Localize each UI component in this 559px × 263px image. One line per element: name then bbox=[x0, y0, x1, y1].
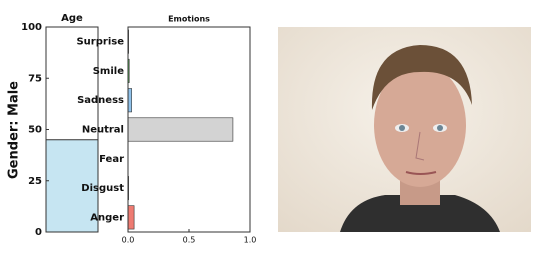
y-axis-label: Gender: Male bbox=[7, 81, 22, 179]
category-label: Smile bbox=[93, 66, 124, 77]
bar bbox=[128, 206, 134, 229]
category-label: Disgust bbox=[81, 183, 124, 194]
x-tick-label: 0.5 bbox=[183, 236, 196, 245]
x-tick-label: 0.0 bbox=[122, 236, 135, 245]
photo bbox=[278, 27, 531, 232]
category-label: Sadness bbox=[77, 95, 124, 106]
category-label: Surprise bbox=[76, 37, 124, 48]
chart-title: Age bbox=[61, 13, 83, 24]
y-tick-label: 100 bbox=[21, 22, 42, 33]
bar bbox=[128, 89, 132, 112]
chart-title: Emotions bbox=[168, 15, 210, 24]
bar bbox=[128, 118, 233, 141]
category-label: Neutral bbox=[82, 125, 124, 136]
y-tick-label: 25 bbox=[28, 176, 42, 187]
category-label: Fear bbox=[99, 154, 124, 165]
y-tick-label: 0 bbox=[35, 227, 42, 238]
category-label: Anger bbox=[90, 212, 124, 223]
screen: Age Gender: Male 0 25 50 75 100 Emotions Surpris… bbox=[0, 0, 559, 263]
y-tick-label: 75 bbox=[28, 73, 42, 84]
x-tick-label: 1.0 bbox=[244, 236, 257, 245]
y-tick-label: 50 bbox=[28, 125, 42, 136]
